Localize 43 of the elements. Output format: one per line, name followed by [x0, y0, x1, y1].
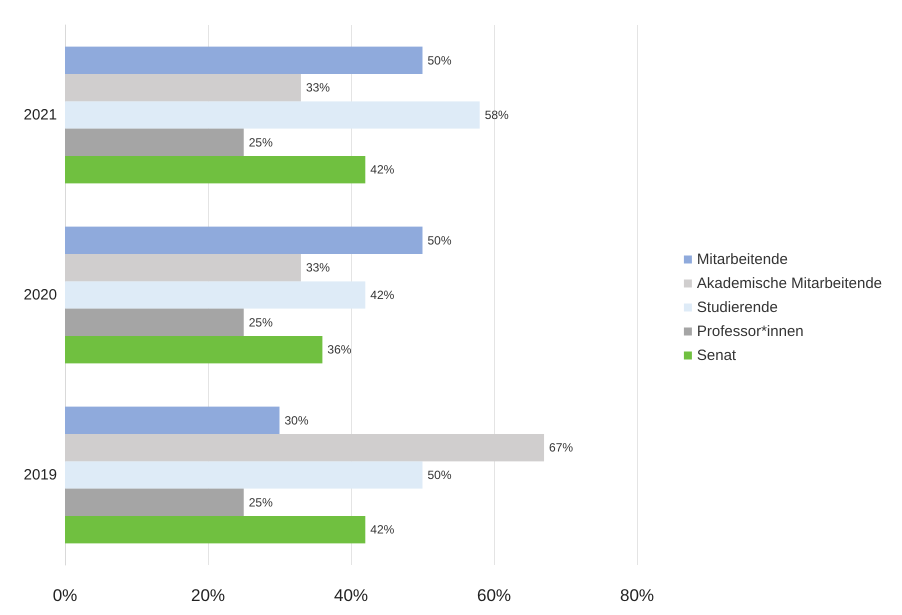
data-label: 25% — [248, 495, 274, 510]
bar — [65, 281, 366, 309]
data-label: 50% — [428, 53, 452, 68]
x-tick-label: 20% — [190, 586, 226, 605]
data-label: 30% — [284, 413, 309, 428]
data-label: 42% — [370, 288, 395, 302]
data-label: 67% — [549, 440, 574, 455]
bar — [65, 46, 422, 74]
y-tick-label: 2021 — [24, 106, 57, 124]
y-tick-label: 2020 — [24, 286, 57, 304]
bar — [65, 226, 422, 254]
x-tick-label: 60% — [476, 586, 512, 605]
data-label: 25% — [248, 135, 274, 150]
data-label: 50% — [428, 468, 452, 482]
y-tick-label: 2019 — [24, 466, 57, 484]
legend-label: Professor*innen — [696, 323, 804, 340]
bar — [65, 488, 244, 516]
data-label: 42% — [370, 522, 395, 537]
x-tick-label: 80% — [620, 586, 654, 605]
x-tick-label: 0% — [52, 586, 78, 605]
legend-label: Akademische Mitarbeitende — [696, 275, 882, 292]
bar — [65, 434, 544, 462]
x-tick-label: 40% — [334, 586, 368, 605]
data-label: 33% — [306, 80, 330, 95]
bar — [65, 308, 244, 336]
bar — [65, 461, 422, 489]
bar — [65, 406, 280, 434]
bar — [65, 74, 301, 102]
data-label: 25% — [248, 315, 274, 330]
data-label: 36% — [327, 342, 352, 357]
legend-label: Senat — [696, 347, 737, 364]
legend-label: Mitarbeitende — [696, 251, 788, 268]
bar — [65, 156, 366, 184]
data-label: 50% — [428, 233, 452, 248]
bar — [65, 254, 301, 282]
bar — [65, 128, 244, 156]
data-label: 58% — [484, 108, 510, 122]
bar — [65, 336, 322, 364]
data-label: 42% — [370, 162, 395, 177]
bar — [65, 101, 480, 129]
bar — [65, 516, 366, 544]
data-label: 33% — [306, 260, 330, 275]
legend-label: Studierende — [696, 299, 778, 316]
